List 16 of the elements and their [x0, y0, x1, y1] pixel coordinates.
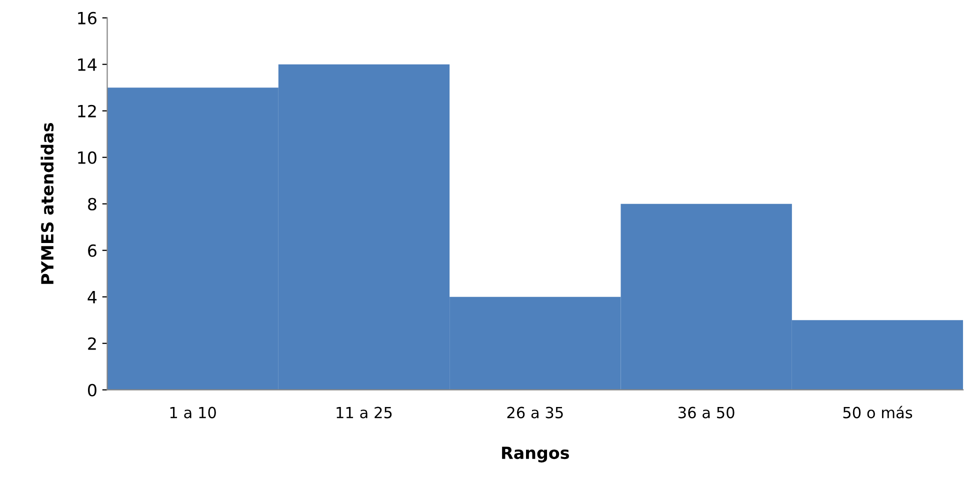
x-tick-label: 36 a 50 [678, 406, 734, 418]
y-axis-title: PYMES atendidas [40, 123, 54, 284]
y-tick-label: 12 [78, 104, 96, 118]
y-tick-label: 10 [78, 151, 96, 164]
x-tick-label: 26 a 35 [507, 406, 563, 418]
x-tick-label: 50 o más [843, 406, 912, 418]
y-tick-label: 16 [78, 12, 96, 24]
x-tick-label: 11 a 25 [336, 406, 392, 418]
y-tick-label: 6 [88, 244, 96, 257]
x-axis-title: Rangos [502, 446, 569, 462]
y-tick-label: 8 [88, 198, 96, 210]
y-tick-label: 14 [78, 58, 97, 71]
y-tick-label: 0 [88, 384, 96, 396]
x-tick-label: 1 a 10 [170, 406, 216, 418]
y-tick-label: 2 [88, 337, 96, 350]
y-tick-label: 4 [88, 291, 97, 304]
